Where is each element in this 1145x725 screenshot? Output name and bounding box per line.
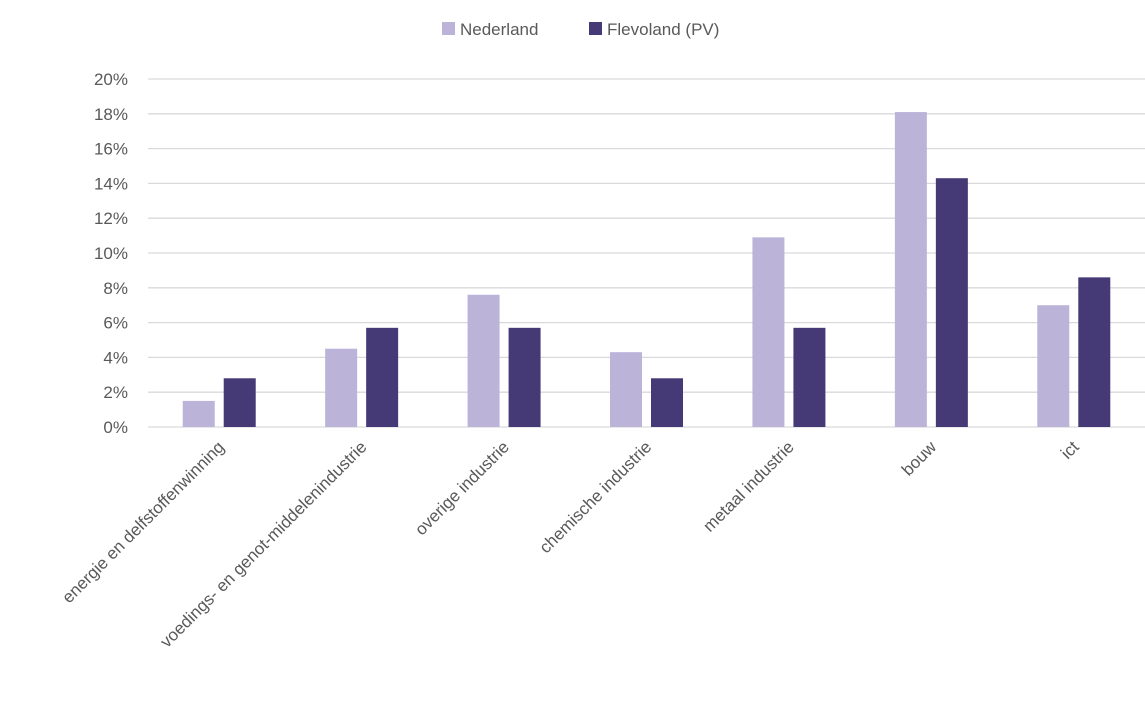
x-tick-label: metaal industrie — [699, 437, 797, 535]
y-tick-label: 20% — [94, 70, 128, 89]
y-tick-label: 18% — [94, 105, 128, 124]
gridlines — [148, 78, 1145, 428]
y-tick-label: 2% — [103, 383, 128, 402]
bar-flevoland-3 — [651, 378, 683, 427]
bar-flevoland-0 — [223, 378, 256, 427]
bar-flevoland-2 — [508, 327, 541, 427]
bar-nederland-4 — [752, 237, 785, 427]
y-tick-label: 14% — [94, 174, 128, 193]
bar-nederland-3 — [610, 352, 642, 427]
bar-flevoland-4 — [793, 327, 826, 427]
x-tick-label: bouw — [898, 437, 941, 480]
legend-swatch-0 — [442, 22, 455, 35]
bars — [182, 112, 1111, 427]
bar-flevoland-5 — [935, 178, 968, 427]
bar-nederland-1 — [325, 348, 358, 427]
bar-nederland-2 — [467, 294, 500, 427]
bar-flevoland-1 — [366, 327, 399, 427]
x-tick-label: ict — [1057, 437, 1083, 463]
x-tick-label: overige industrie — [411, 437, 513, 539]
y-tick-label: 16% — [94, 140, 128, 159]
y-tick-label: 0% — [103, 418, 128, 437]
bar-nederland-0 — [182, 400, 215, 427]
legend-label-1: Flevoland (PV) — [607, 20, 719, 39]
x-tick-label: energie en delfstoffenwinning — [58, 437, 228, 607]
bar-nederland-6 — [1037, 305, 1070, 427]
legend-swatch-1 — [589, 22, 602, 35]
y-axis-tick-labels: 0% 2% 4% 6% 8% 10% 12% 14% 16% 18% 20% — [94, 70, 128, 437]
y-tick-label: 12% — [94, 209, 128, 228]
y-tick-label: 10% — [94, 244, 128, 263]
bar-flevoland-6 — [1078, 277, 1111, 427]
bar-nederland-5 — [894, 112, 927, 427]
y-tick-label: 4% — [103, 348, 128, 367]
y-tick-label: 6% — [103, 314, 128, 333]
x-tick-label: chemische industrie — [536, 437, 656, 557]
legend: Nederland Flevoland (PV) — [442, 20, 719, 39]
y-tick-label: 8% — [103, 279, 128, 298]
legend-label-0: Nederland — [460, 20, 538, 39]
